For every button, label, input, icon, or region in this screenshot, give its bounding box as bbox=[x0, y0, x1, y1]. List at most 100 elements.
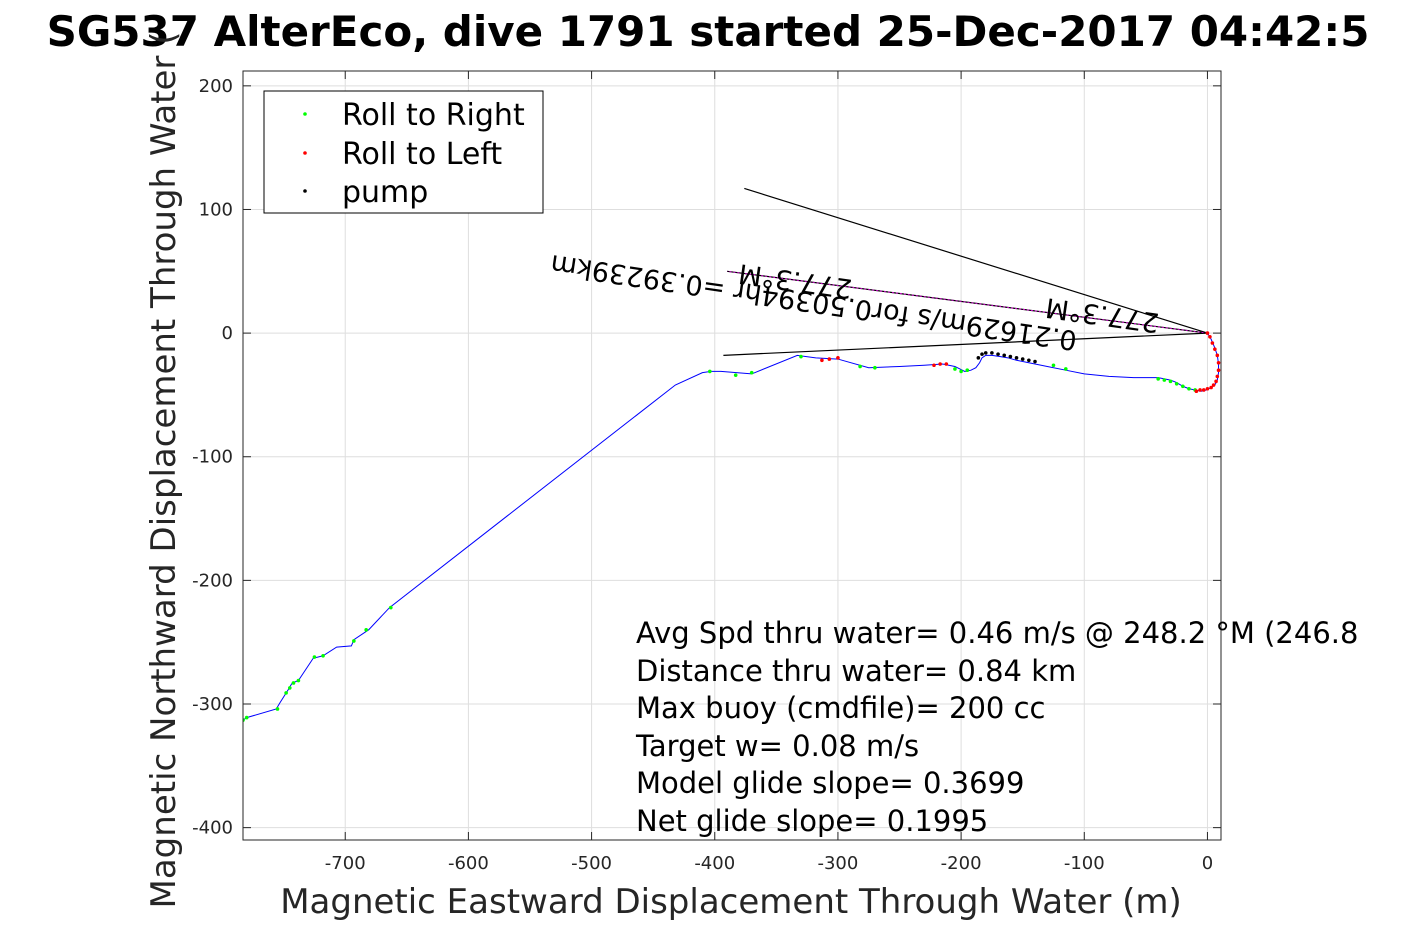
roll-to-left-point bbox=[944, 362, 949, 366]
roll-to-left-point bbox=[1208, 335, 1212, 339]
stats-annotations: Avg Spd thru water= 0.46 m/s @ 248.2 °M … bbox=[635, 616, 1358, 838]
legend-roll-right: Roll to Right bbox=[342, 98, 525, 133]
x-tick-label: -200 bbox=[941, 853, 982, 874]
roll-to-right-point bbox=[244, 715, 249, 720]
roll-to-left-point bbox=[1215, 353, 1220, 358]
roll-to-right-point bbox=[1162, 378, 1167, 382]
legend-box bbox=[263, 90, 544, 214]
roll-to-right-point bbox=[296, 678, 301, 683]
y-tick-label: -100 bbox=[192, 447, 233, 468]
current-vector-line bbox=[744, 187, 1208, 334]
pump-point bbox=[1033, 359, 1037, 364]
pump-point bbox=[996, 352, 1000, 356]
y-tick-label: -400 bbox=[192, 818, 233, 839]
y-tick-label: 0 bbox=[222, 323, 233, 344]
legend-marker-pump bbox=[303, 189, 307, 193]
legend-marker-roll-right bbox=[303, 112, 307, 116]
roll-to-right-point bbox=[288, 686, 292, 690]
roll-to-right-point bbox=[1064, 367, 1068, 371]
roll-to-left-point bbox=[1211, 383, 1216, 387]
roll-to-right-point bbox=[312, 655, 317, 659]
y-tick-label: 100 bbox=[199, 199, 233, 220]
y-tick-label: 200 bbox=[199, 76, 233, 97]
pump-point bbox=[983, 351, 988, 355]
pump-point bbox=[1008, 354, 1013, 359]
roll-to-left-point bbox=[1201, 388, 1206, 392]
roll-to-left-point bbox=[827, 357, 832, 361]
roll-to-right-point bbox=[275, 707, 280, 711]
legend-roll-left: Roll to Left bbox=[342, 137, 502, 172]
roll-to-left-point bbox=[1205, 331, 1210, 335]
pump-point bbox=[980, 352, 984, 356]
annotation-distance: Distance thru water= 0.84 km bbox=[636, 654, 1076, 688]
roll-to-left-point bbox=[1216, 360, 1221, 365]
roll-to-left-point bbox=[1213, 347, 1217, 351]
x-tick-label: -600 bbox=[448, 853, 489, 874]
x-axis-label: Magnetic Eastward Displacement Through W… bbox=[280, 882, 1182, 922]
roll-to-left-point bbox=[1205, 386, 1210, 391]
roll-to-right-point bbox=[799, 354, 803, 359]
data-layer bbox=[243, 187, 1221, 722]
pump-point bbox=[1020, 357, 1025, 361]
pump-point bbox=[1027, 358, 1031, 363]
roll-to-left-point bbox=[938, 362, 942, 366]
roll-to-right-point bbox=[858, 364, 862, 369]
annotation-model-glide: Model glide slope= 0.3699 bbox=[636, 766, 1024, 800]
pump-point bbox=[990, 351, 994, 355]
roll-to-left-point bbox=[1194, 389, 1199, 394]
roll-to-right-point bbox=[733, 373, 738, 377]
x-tick-label: 0 bbox=[1202, 853, 1213, 874]
roll-to-right-point bbox=[1156, 377, 1160, 381]
roll-to-left-point bbox=[1198, 388, 1202, 392]
roll-to-left-point bbox=[836, 356, 840, 360]
roll-to-right-point bbox=[321, 653, 325, 658]
annotation-max-buoy: Max buoy (cmdfile)= 200 cc bbox=[636, 691, 1045, 725]
depth-avg-current-line bbox=[727, 270, 1208, 334]
plot-frame bbox=[242, 70, 1222, 841]
y-axis-label: Magnetic Northward Displacement Through … bbox=[144, 32, 184, 909]
y-tick-label: -200 bbox=[192, 570, 233, 591]
x-tick-label: -100 bbox=[1064, 853, 1105, 874]
roll-to-right-point bbox=[1187, 386, 1191, 391]
roll-to-right-point bbox=[749, 370, 754, 375]
roll-to-right-point bbox=[291, 681, 296, 685]
pump-point bbox=[1002, 353, 1007, 358]
grid-lines bbox=[243, 71, 1221, 840]
legend-pump: pump bbox=[342, 175, 428, 210]
roll-to-right-point bbox=[873, 365, 877, 370]
x-tick-label: -300 bbox=[817, 853, 858, 874]
roll-to-left-point bbox=[1209, 385, 1213, 390]
y-tick-label: -300 bbox=[192, 694, 233, 715]
pump-point bbox=[976, 356, 981, 360]
annotation-target-w: Target w= 0.08 m/s bbox=[635, 729, 919, 763]
roll-to-right-point bbox=[708, 369, 712, 374]
annotation-net-glide: Net glide slope= 0.1995 bbox=[636, 804, 988, 838]
annotation-avg-speed: Avg Spd thru water= 0.46 m/s @ 248.2 °M … bbox=[636, 616, 1358, 650]
roll-to-right-point bbox=[364, 628, 368, 632]
roll-to-right-point bbox=[1181, 384, 1185, 389]
roll-to-left-point bbox=[1214, 379, 1218, 384]
legend: Roll to Right Roll to Left pump bbox=[263, 90, 544, 214]
roll-to-right-point bbox=[1051, 363, 1056, 368]
axis-ticks: -700 -600 -500 -400 -300 -200 -100 0 -400 -300 -20… bbox=[192, 71, 1221, 874]
roll-to-right-point bbox=[389, 605, 393, 610]
roll-to-left-point bbox=[820, 358, 824, 363]
roll-to-right-point bbox=[284, 691, 288, 695]
roll-to-right-point bbox=[965, 368, 970, 372]
chart-title: SG537 AlterEco, dive 1791 started 25-Dec… bbox=[47, 7, 1370, 56]
roll-to-right-point bbox=[1174, 381, 1179, 386]
roll-to-left-point bbox=[932, 363, 936, 368]
roll-to-left-point bbox=[1215, 374, 1220, 379]
current-vector-line bbox=[723, 332, 1208, 356]
roll-to-right-point bbox=[953, 367, 957, 371]
roll-to-left-point bbox=[1216, 368, 1221, 372]
x-tick-label: -500 bbox=[571, 853, 612, 874]
x-tick-label: -400 bbox=[694, 853, 735, 874]
roll-to-right-point bbox=[959, 369, 963, 374]
roll-to-left-point bbox=[1210, 341, 1215, 345]
roll-to-right-point bbox=[352, 639, 356, 643]
pump-point bbox=[1014, 356, 1019, 360]
roll-to-right-point bbox=[1168, 379, 1173, 384]
x-tick-label: -700 bbox=[325, 853, 366, 874]
